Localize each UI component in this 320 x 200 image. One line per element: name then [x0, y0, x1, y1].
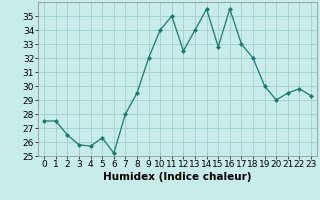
X-axis label: Humidex (Indice chaleur): Humidex (Indice chaleur): [103, 172, 252, 182]
